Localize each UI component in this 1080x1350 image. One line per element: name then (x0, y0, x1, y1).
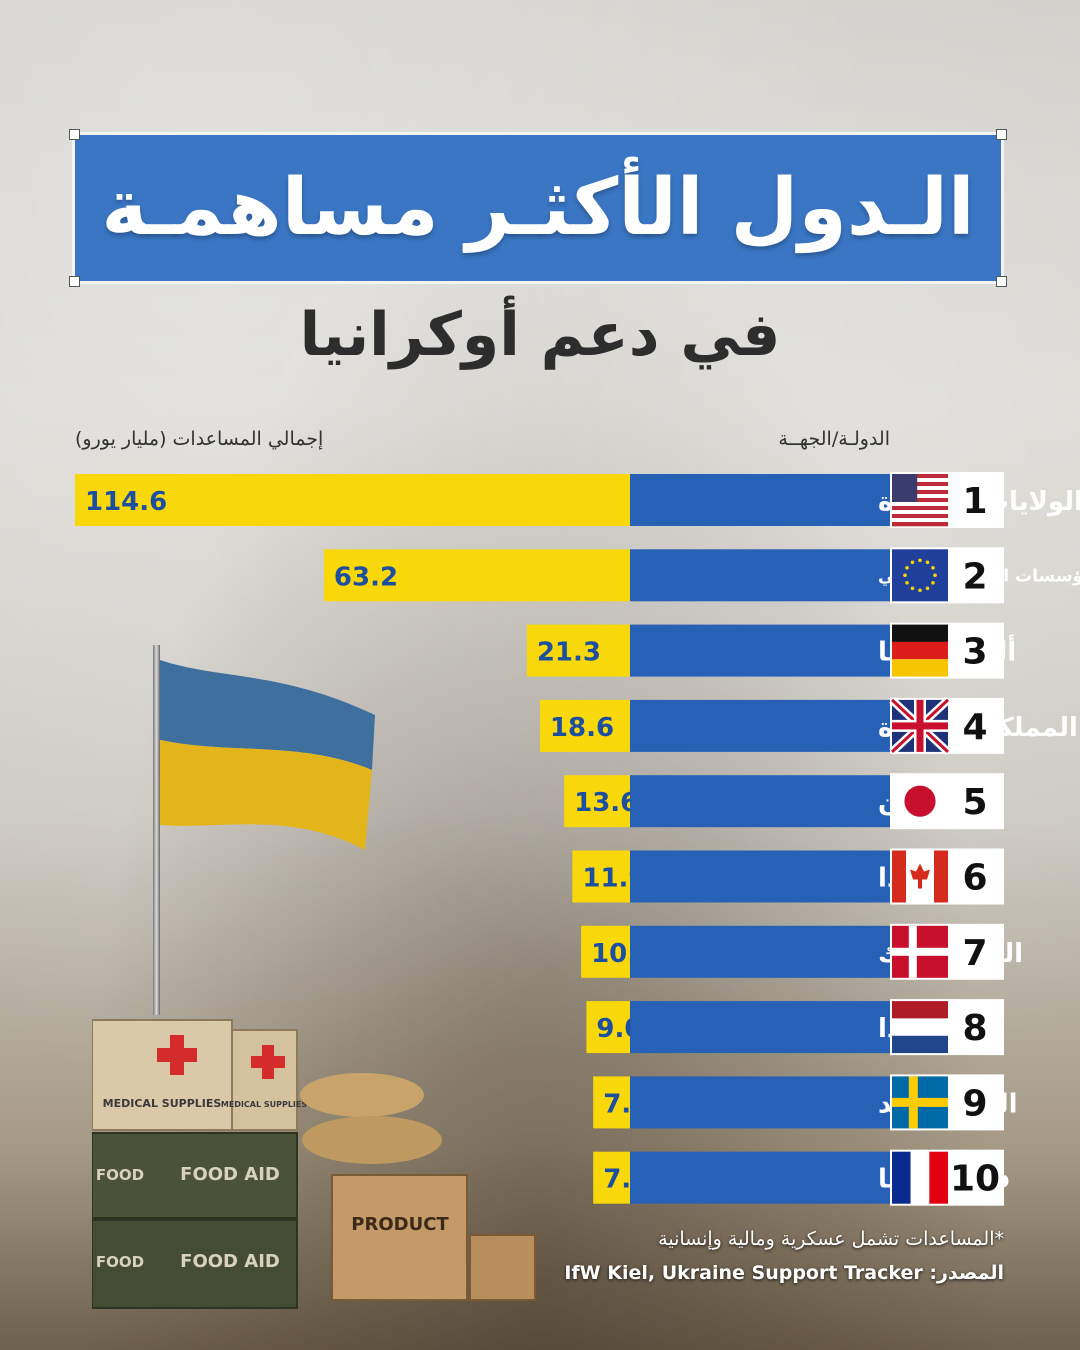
bar (564, 775, 630, 828)
country-label-panel (630, 549, 892, 602)
country-label-panel (630, 925, 892, 978)
corner-handle (69, 276, 80, 287)
bar (593, 1151, 630, 1204)
rank-box (950, 697, 1004, 754)
value-label: 114.6 (85, 487, 167, 517)
country-label-panel (630, 775, 892, 828)
value-label: 21.3 (537, 638, 601, 668)
japan-flag-icon (890, 773, 950, 830)
crate-label: MEDICAL SUPPLIES (221, 1100, 308, 1109)
bar (581, 925, 630, 978)
rank-box (950, 848, 1004, 905)
flagpole (153, 645, 160, 1015)
value-column-header: إجمالي المساعدات (مليار يورو) (75, 428, 324, 450)
france-flag-icon (890, 1149, 950, 1206)
rank-label: 7 (962, 933, 987, 974)
value-label: 18.6 (550, 713, 614, 743)
germany-flag-icon (890, 622, 950, 679)
rank-label: 6 (962, 858, 987, 899)
country-column-header: الدولـة/الجهــة (778, 428, 890, 450)
footnote: *المساعدات تشمل عسكرية ومالية وإنسانية (658, 1228, 1004, 1250)
rank-box (950, 999, 1004, 1056)
netherlands-flag-icon (890, 999, 950, 1056)
title-banner: الـدول الأكثـر مساهمـة (69, 129, 1007, 287)
country-label-panel (630, 1151, 892, 1204)
bar (586, 1001, 630, 1054)
rank-label: 3 (962, 632, 987, 673)
usa-flag-icon (890, 472, 950, 528)
rank-box (950, 1074, 1004, 1131)
sweden-flag-icon (890, 1074, 950, 1131)
rank-label: 1 (962, 481, 987, 522)
rank-box (950, 773, 1004, 830)
country-label-panel (630, 1076, 892, 1129)
aid-crates-illustration: MEDICAL SUPPLIES MEDICAL SUPPLIES FOOD A… (92, 1019, 536, 1309)
value-label: 63.2 (334, 562, 398, 592)
eu-flag-icon (890, 547, 950, 604)
denmark-flag-icon (890, 923, 950, 980)
ukraine-flag-icon (160, 660, 375, 850)
rank-label: 4 (962, 707, 987, 748)
bar (593, 1076, 630, 1129)
corner-handle (996, 276, 1007, 287)
rank-box (950, 622, 1004, 679)
rank-label: 8 (962, 1008, 987, 1049)
page-title: الـدول الأكثـر مساهمـة (101, 163, 975, 253)
rank-box (950, 1149, 1004, 1206)
rank-box (950, 472, 1004, 528)
corner-handle (996, 129, 1007, 140)
uk-flag-icon (889, 696, 951, 755)
bar (75, 474, 630, 526)
rank-box (950, 923, 1004, 980)
bar (323, 549, 630, 602)
bar (572, 850, 630, 903)
rank-label: 5 (962, 782, 987, 823)
crate-label: FOOD (96, 1253, 144, 1271)
crate-label: FOOD (96, 1166, 144, 1184)
rank-label: 9 (962, 1083, 987, 1124)
rank-box (950, 547, 1004, 604)
country-label-panel (630, 850, 892, 903)
crate-label: FOOD AID (180, 1164, 280, 1185)
crate-label: PRODUCT (351, 1214, 449, 1235)
crate-label: MEDICAL SUPPLIES (103, 1097, 222, 1110)
value-label: 13.6 (574, 788, 638, 818)
country-label-panel (630, 1001, 892, 1054)
canada-flag-icon (890, 848, 950, 905)
country-label-panel (630, 624, 892, 677)
country-label-panel (630, 699, 892, 752)
bar (526, 624, 630, 677)
bar (539, 699, 630, 752)
rank-label: 2 (962, 556, 987, 597)
crate-label: FOOD AID (180, 1251, 280, 1272)
source-note: المصدر: IfW Kiel, Ukraine Support Tracke… (564, 1262, 1004, 1284)
rank-label: 10 (950, 1159, 1000, 1200)
country-label-panel (630, 474, 892, 526)
corner-handle (69, 129, 80, 140)
page-subtitle: في دعم أوكرانيا (299, 300, 781, 370)
notes-block: *المساعدات تشمل عسكرية ومالية وإنسانية ا… (564, 1222, 1004, 1290)
